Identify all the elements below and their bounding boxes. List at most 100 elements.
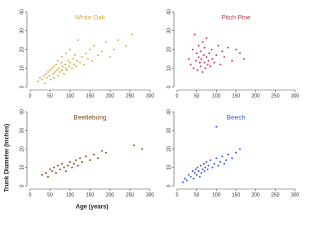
point xyxy=(61,162,63,165)
point xyxy=(215,54,218,57)
point xyxy=(43,74,45,77)
point xyxy=(203,46,206,49)
point xyxy=(63,166,65,169)
point xyxy=(57,59,59,62)
point xyxy=(101,149,103,152)
y-tick-label: 40 xyxy=(166,109,172,115)
point xyxy=(195,174,198,176)
point xyxy=(65,170,67,173)
point xyxy=(213,162,216,165)
point xyxy=(207,59,210,62)
point xyxy=(79,61,81,64)
point xyxy=(209,65,212,68)
point xyxy=(225,159,228,162)
y-tick-label: 40 xyxy=(19,109,25,115)
point xyxy=(211,57,214,60)
point xyxy=(187,57,190,60)
point xyxy=(65,67,67,70)
point xyxy=(91,59,93,62)
y-tick-label: 20 xyxy=(166,146,172,152)
x-tick-label: 250 xyxy=(126,192,135,198)
point xyxy=(93,153,95,156)
point xyxy=(203,61,206,64)
point xyxy=(194,59,197,62)
x-tick-label: 0 xyxy=(29,93,32,99)
point xyxy=(194,168,197,171)
point xyxy=(69,48,71,51)
point xyxy=(45,76,48,79)
point xyxy=(105,151,107,154)
point xyxy=(59,168,61,171)
point xyxy=(239,148,241,150)
x-tick-label: 100 xyxy=(66,93,75,99)
x-tick-label: 150 xyxy=(86,192,95,198)
x-tick-label: 0 xyxy=(176,93,179,99)
point xyxy=(189,175,192,178)
point xyxy=(87,57,89,60)
point xyxy=(44,82,47,85)
point xyxy=(85,155,87,158)
point xyxy=(210,48,213,51)
point xyxy=(61,65,64,68)
point xyxy=(59,71,61,73)
point xyxy=(68,65,71,68)
point xyxy=(45,72,47,75)
x-tick-label: 50 xyxy=(194,192,200,198)
x-tick-label: 150 xyxy=(232,192,241,198)
point xyxy=(195,52,198,55)
point xyxy=(53,71,56,73)
point xyxy=(105,41,107,43)
point xyxy=(85,52,87,55)
x-tick-label: 250 xyxy=(126,93,135,99)
point xyxy=(192,67,195,70)
point xyxy=(45,172,47,174)
point xyxy=(57,164,59,167)
point xyxy=(57,74,59,77)
point xyxy=(200,172,203,174)
point xyxy=(131,33,133,36)
point xyxy=(75,159,77,162)
point xyxy=(207,164,210,167)
point xyxy=(55,172,57,174)
x-tick-label: 300 xyxy=(146,192,155,198)
point xyxy=(81,56,83,58)
point xyxy=(242,57,245,60)
point xyxy=(49,168,51,171)
point xyxy=(69,61,71,64)
point xyxy=(64,63,67,66)
point xyxy=(76,59,79,62)
x-tick-label: 250 xyxy=(271,93,280,99)
y-tick-label: 0 xyxy=(166,184,172,187)
point xyxy=(39,76,41,79)
point xyxy=(133,144,135,147)
point xyxy=(217,44,220,47)
point xyxy=(223,162,226,165)
point xyxy=(197,44,200,47)
point xyxy=(67,164,69,167)
point xyxy=(141,148,143,150)
point xyxy=(219,161,222,163)
x-tick-label: 300 xyxy=(291,93,300,99)
y-tick-label: 30 xyxy=(19,28,25,34)
point xyxy=(57,67,60,70)
point xyxy=(51,170,53,173)
point xyxy=(67,59,69,62)
x-tick-label: 0 xyxy=(29,192,32,198)
point xyxy=(227,153,230,156)
point xyxy=(239,52,241,55)
y-tick-label: 30 xyxy=(166,128,172,134)
point xyxy=(73,162,75,165)
point xyxy=(199,65,202,68)
y-tick-label: 0 xyxy=(19,85,25,88)
chart: Age (years) Trunk Diameter (inches) 0 50 1… xyxy=(5,9,300,211)
y-tick-label: 30 xyxy=(19,128,25,134)
y-axis-label: Trunk Diameter (inches) xyxy=(5,124,11,192)
point xyxy=(65,69,68,72)
x-tick-label: 100 xyxy=(212,93,221,99)
point xyxy=(65,52,67,55)
x-tick-label: 100 xyxy=(212,192,221,198)
point xyxy=(41,174,43,176)
point xyxy=(183,177,186,180)
x-tick-label: 200 xyxy=(251,192,260,198)
point xyxy=(72,57,75,60)
